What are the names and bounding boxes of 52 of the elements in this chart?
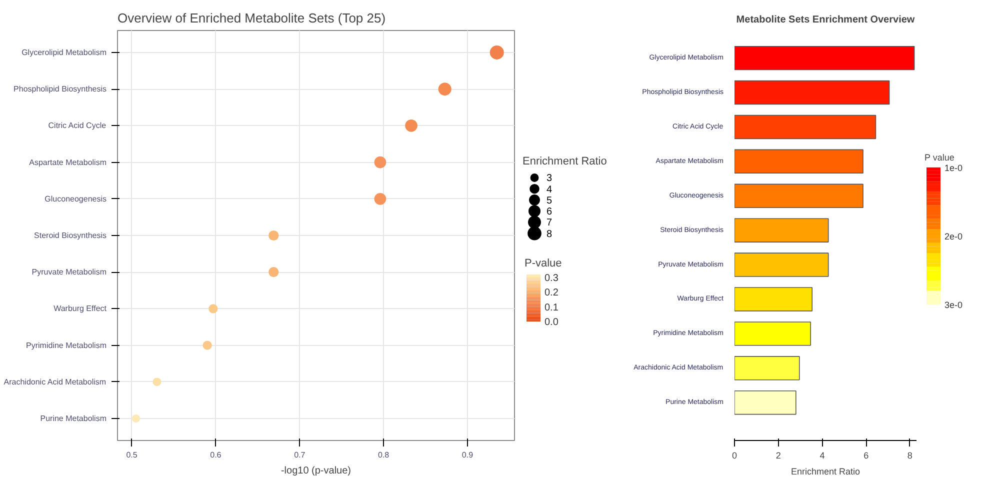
y-tick-label: Pyrimidine Metabolism [26, 340, 107, 350]
bar [734, 46, 915, 70]
bar [734, 149, 864, 174]
y-tick-label: Steroid Biosynthesis [34, 231, 107, 240]
x-tick-label: 2 [776, 450, 781, 460]
chart-title: Metabolite Sets Enrichment Overview [736, 14, 915, 26]
x-axis-title: Enrichment Ratio [790, 466, 860, 476]
bar [734, 80, 890, 105]
x-axis-title: -log10 (p-value) [280, 466, 352, 476]
x-tick-label: 0.5 [126, 450, 138, 460]
y-tick-label: Phospholipid Biosynthesis [14, 84, 107, 94]
y-tick-label: Warburg Effect [54, 304, 108, 314]
x-tick-label: 6 [864, 450, 869, 460]
color-bar-label: 0.2 [544, 288, 559, 299]
bar [734, 252, 829, 277]
legend-label: 3 [546, 173, 552, 184]
y-tick-label: Arachidonic Acid Metabolism [4, 377, 106, 386]
bar [734, 184, 864, 208]
y-tick-label: Aspartate Metabolism [29, 158, 107, 167]
x-tick-label: 0.9 [462, 450, 474, 460]
bar [734, 356, 800, 380]
x-tick-label: 0.6 [210, 450, 222, 460]
legend-label: 8 [546, 228, 552, 240]
chart-title: Overview of Enriched Metabolite Sets (Top 25) [118, 10, 386, 26]
color-bar-label: 1e-0 [944, 162, 963, 173]
bar [734, 322, 811, 346]
legend-label: 5 [546, 195, 552, 206]
bar [734, 287, 813, 312]
x-tick-label: 4 [820, 450, 825, 460]
bar [734, 390, 796, 415]
bar [734, 218, 829, 242]
x-tick-label: 0.8 [378, 450, 390, 460]
color-bar-label: 2e-0 [944, 231, 963, 242]
bar [734, 114, 876, 140]
y-tick-label: Citric Acid Cycle [48, 121, 107, 130]
legend-label: 6 [546, 206, 552, 218]
x-tick-label: 8 [907, 450, 912, 460]
y-tick-label: Pyruvate Metabolism [32, 268, 107, 277]
x-tick-label: 0.7 [294, 450, 306, 460]
color-bar-label: 3e-0 [944, 300, 963, 310]
y-tick-label: Purine Metabolism [40, 414, 107, 424]
color-bar-label: 0.1 [544, 302, 559, 314]
y-tick-label: Gluconeogenesis [44, 194, 107, 204]
legend-label: 4 [546, 184, 552, 196]
y-tick-label: Glycerolipid Metabolism [22, 48, 107, 57]
legend-title: Enrichment Ratio [522, 155, 607, 168]
color-bar-label: 0.0 [544, 317, 559, 328]
color-bar-title: P-value [524, 257, 562, 270]
x-tick-label: 0 [732, 450, 738, 460]
color-bar-label: 0.3 [544, 272, 559, 284]
legend-label: 7 [546, 218, 552, 229]
color-bar-title: P value [924, 152, 954, 162]
